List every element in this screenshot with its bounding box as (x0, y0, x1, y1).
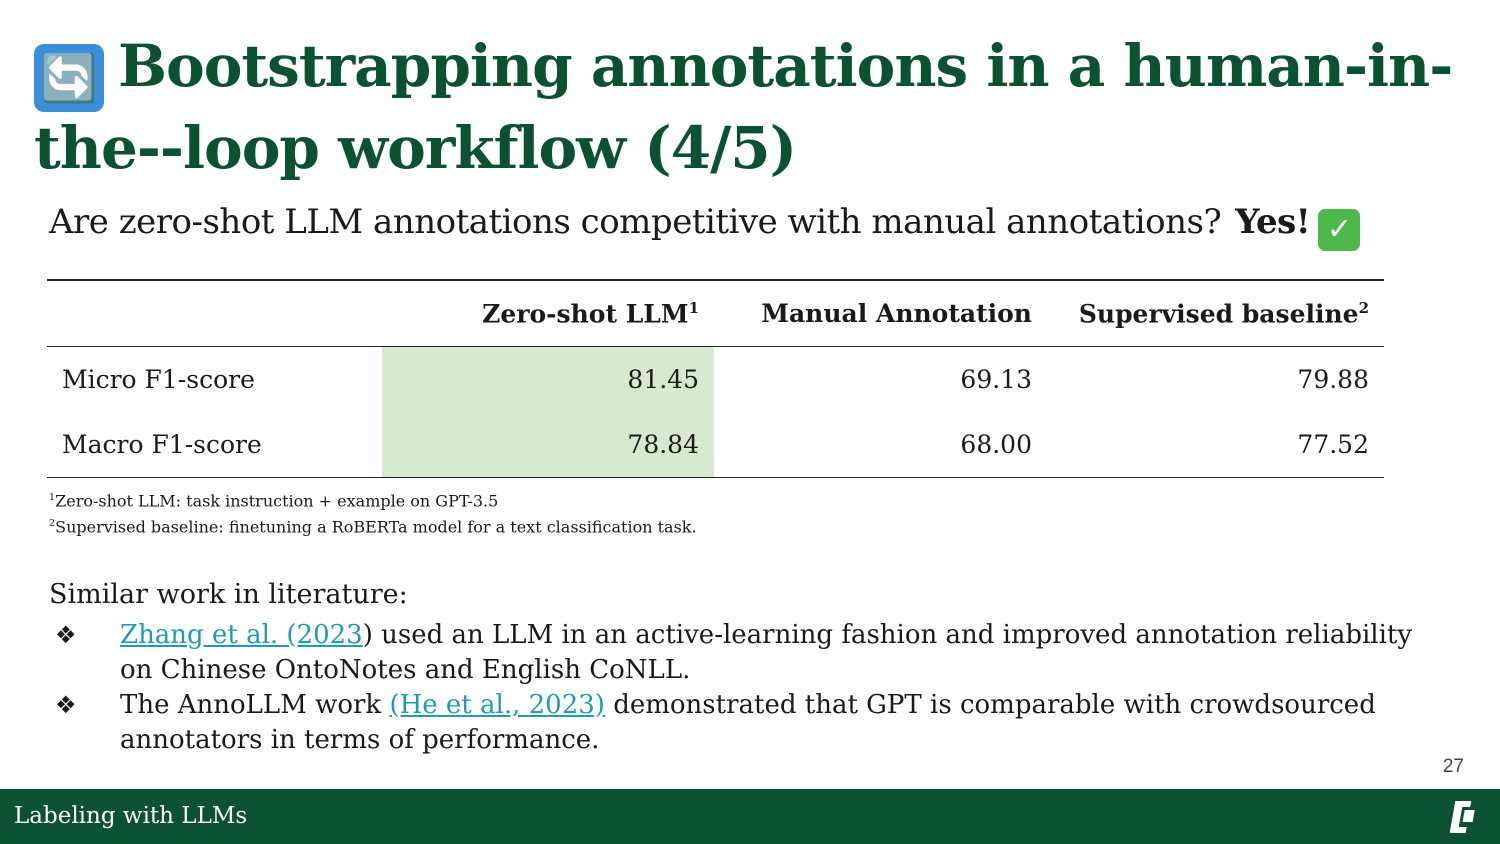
table-header-supervised: Supervised baseline2 (1078, 298, 1369, 329)
cell-manual: 68.00 (960, 430, 1032, 459)
list-item-text: demonstrated that GPT is comparable with… (120, 690, 1376, 755)
diamond-bullet-icon: ❖ (55, 691, 77, 719)
arrows-cycle-icon: 🔄 (34, 44, 104, 112)
check-mark-icon: ✓ (1318, 209, 1361, 251)
row-label: Micro F1-score (62, 365, 255, 394)
row-label: Macro F1-score (62, 430, 262, 459)
table-row: Macro F1-score 78.84 68.00 77.52 (47, 412, 1384, 478)
university-logo-icon (1450, 801, 1475, 833)
subtitle: Are zero-shot LLM annotations competitiv… (49, 200, 1361, 251)
table-row: Micro F1-score 81.45 69.13 79.88 (47, 346, 1384, 412)
literature-list: ❖ Zhang et al. (2023) used an LLM in an … (49, 618, 1449, 758)
footer-label: Labeling with LLMs (14, 803, 248, 829)
reference-link-he[interactable]: (He et al., 2023) (389, 690, 605, 720)
list-item: ❖ The AnnoLLM work (He et al., 2023) dem… (49, 688, 1449, 758)
subtitle-question: Are zero-shot LLM annotations competitiv… (49, 202, 1222, 242)
table-header-row: Zero-shot LLM1 Manual Annotation Supervi… (47, 280, 1384, 347)
cell-zero-shot: 78.84 (382, 412, 714, 478)
slide-title: 🔄 Bootstrapping annotations in a human-in… (34, 30, 1474, 184)
table-header-empty (47, 280, 382, 347)
cell-zero-shot: 81.45 (382, 346, 714, 412)
footnotes: 1Zero-shot LLM: task instruction + examp… (49, 486, 697, 539)
reference-link-zhang[interactable]: Zhang et al. (2023 (120, 620, 363, 650)
slide-title-text: Bootstrapping annotations in a human-in-… (34, 32, 1453, 182)
footnote-2: 2Supervised baseline: finetuning a RoBER… (49, 517, 697, 537)
list-item-text: The AnnoLLM work (120, 690, 390, 720)
cell-supervised: 79.88 (1297, 365, 1369, 394)
page-number: 27 (1442, 756, 1464, 777)
cell-manual: 69.13 (960, 365, 1032, 394)
footnote-1: 1Zero-shot LLM: task instruction + examp… (49, 491, 499, 511)
table-header-zero-shot: Zero-shot LLM1 (482, 298, 699, 329)
subtitle-answer: Yes! (1235, 202, 1311, 242)
results-table: Zero-shot LLM1 Manual Annotation Supervi… (47, 279, 1384, 478)
list-item: ❖ Zhang et al. (2023) used an LLM in an … (49, 618, 1449, 688)
diamond-bullet-icon: ❖ (55, 621, 77, 649)
table-header-manual: Manual Annotation (761, 299, 1032, 328)
literature-heading: Similar work in literature: (49, 579, 408, 610)
footer-bar: Labeling with LLMs (0, 789, 1500, 844)
list-item-text: ) used an LLM in an active-learning fash… (120, 620, 1413, 685)
cell-supervised: 77.52 (1297, 430, 1369, 459)
